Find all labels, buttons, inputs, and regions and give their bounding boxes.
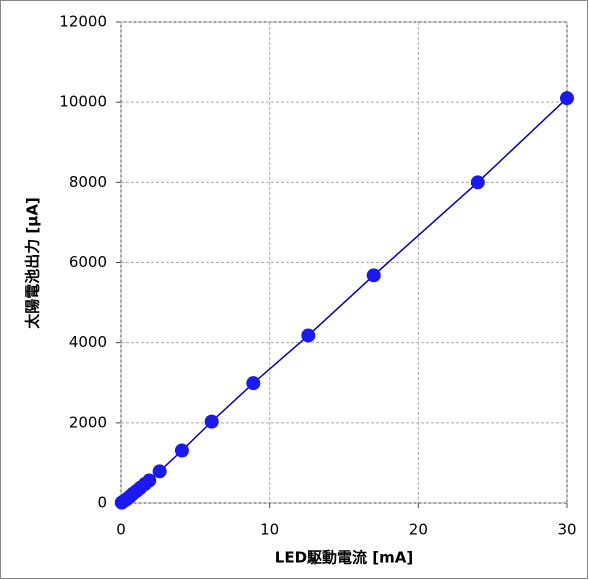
x-tick-label: 10 [260, 521, 279, 539]
y-tick-label: 8000 [69, 173, 107, 191]
data-point [470, 175, 485, 190]
data-point [174, 443, 189, 458]
y-tick-label: 6000 [69, 253, 107, 271]
y-axis-title: 太陽電池出力 [μA] [24, 197, 42, 329]
data-point [204, 414, 219, 429]
data-point [246, 376, 261, 391]
data-point [560, 91, 574, 106]
y-tick-label: 0 [97, 494, 107, 512]
y-tick-label: 2000 [69, 413, 107, 431]
x-tick-label: 0 [116, 521, 126, 539]
y-tick-label: 4000 [69, 333, 107, 351]
x-axis-title: LED駆動電流 [mA] [275, 549, 413, 567]
data-point [142, 473, 157, 488]
x-tick-label: 30 [557, 521, 576, 539]
data-point [152, 464, 167, 479]
x-tick-label: 20 [409, 521, 428, 539]
y-tick-label: 12000 [59, 13, 107, 31]
data-point [366, 268, 381, 283]
data-point [301, 328, 316, 343]
y-tick-label: 10000 [59, 93, 107, 111]
